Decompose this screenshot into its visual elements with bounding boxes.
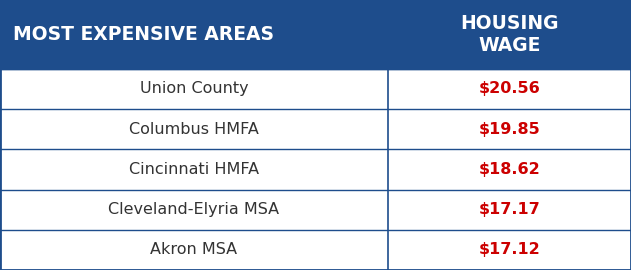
- Text: HOUSING
WAGE: HOUSING WAGE: [460, 14, 559, 55]
- Bar: [0, 109, 631, 149]
- Text: Cincinnati HMFA: Cincinnati HMFA: [129, 162, 259, 177]
- Text: MOST EXPENSIVE AREAS: MOST EXPENSIVE AREAS: [13, 25, 274, 44]
- Text: $20.56: $20.56: [479, 82, 540, 96]
- Text: $17.17: $17.17: [479, 202, 540, 217]
- Bar: [0, 190, 631, 230]
- Bar: [0, 69, 631, 109]
- Text: Union County: Union County: [139, 82, 249, 96]
- Text: Columbus HMFA: Columbus HMFA: [129, 122, 259, 137]
- Text: Cleveland-Elyria MSA: Cleveland-Elyria MSA: [109, 202, 280, 217]
- Text: $17.12: $17.12: [479, 242, 540, 257]
- Bar: [0, 149, 631, 190]
- Text: Akron MSA: Akron MSA: [150, 242, 238, 257]
- Text: $19.85: $19.85: [479, 122, 540, 137]
- Text: $18.62: $18.62: [479, 162, 540, 177]
- Bar: [0, 230, 631, 270]
- Bar: [0, 0, 631, 69]
